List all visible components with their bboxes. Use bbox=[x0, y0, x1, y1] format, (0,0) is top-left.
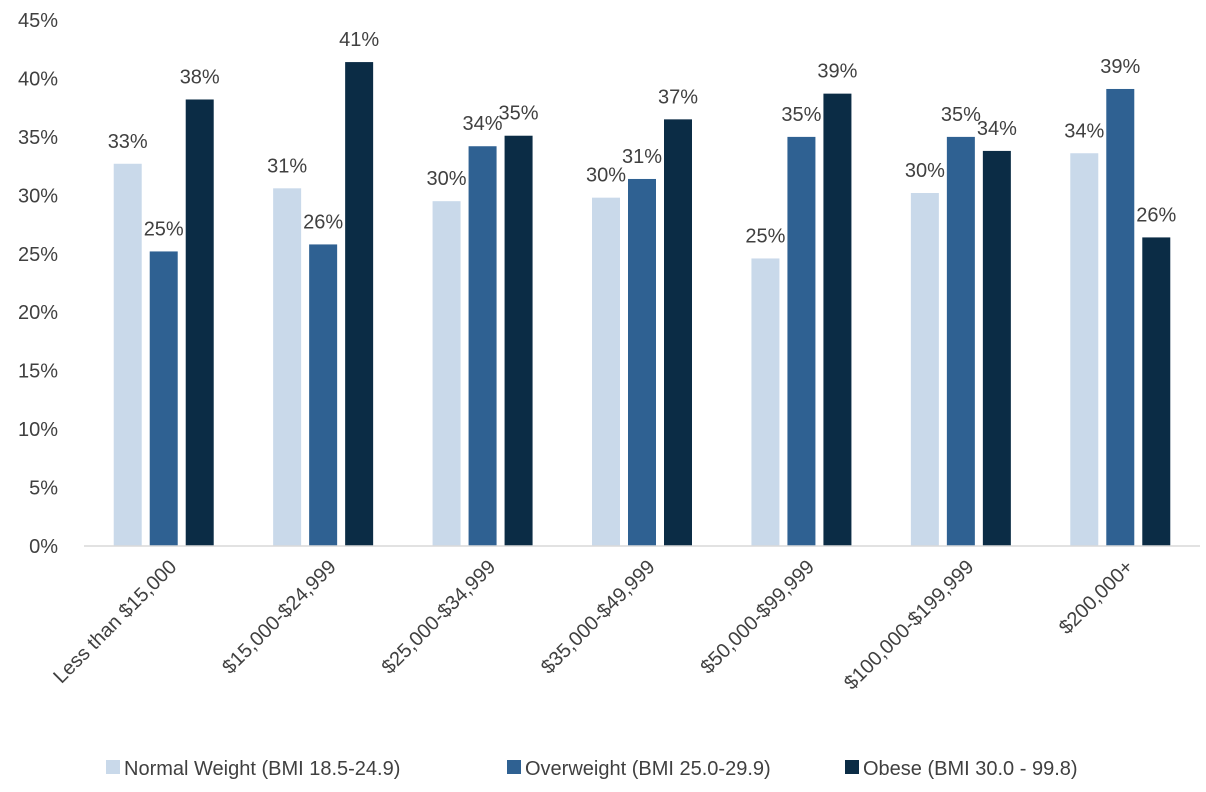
bar-series-1 bbox=[1070, 153, 1099, 546]
bar-series-3 bbox=[345, 62, 374, 546]
data-label: 34% bbox=[1064, 120, 1104, 142]
bar-series-1 bbox=[910, 192, 939, 547]
bar-series-2 bbox=[468, 146, 497, 547]
bar-series-2 bbox=[787, 136, 816, 546]
bar-series-2 bbox=[309, 244, 338, 546]
data-label: 34% bbox=[977, 118, 1017, 140]
data-label: 33% bbox=[108, 131, 148, 153]
data-label: 35% bbox=[941, 104, 981, 126]
bar-series-3 bbox=[1142, 237, 1171, 546]
bar-series-3 bbox=[823, 93, 852, 546]
y-tick-label: 15% bbox=[18, 361, 58, 383]
bar-series-3 bbox=[504, 135, 533, 546]
data-label: 35% bbox=[499, 103, 539, 125]
legend-label: Normal Weight (BMI 18.5-24.9) bbox=[124, 758, 400, 780]
data-label: 25% bbox=[745, 225, 785, 247]
y-tick-label: 20% bbox=[18, 302, 58, 324]
bar-series-3 bbox=[185, 99, 214, 547]
bar-series-2 bbox=[149, 251, 178, 546]
data-label: 35% bbox=[781, 104, 821, 126]
y-tick-label: 25% bbox=[18, 244, 58, 266]
bars bbox=[113, 62, 1171, 547]
bar-series-3 bbox=[664, 119, 692, 546]
y-tick-label: 0% bbox=[29, 536, 58, 558]
data-label: 26% bbox=[1136, 204, 1176, 226]
legend-label: Overweight (BMI 25.0-29.9) bbox=[525, 758, 771, 780]
data-label: 39% bbox=[817, 61, 857, 83]
legend-label: Obese (BMI 30.0 - 99.8) bbox=[863, 758, 1078, 780]
data-label: 26% bbox=[303, 211, 343, 233]
data-label: 41% bbox=[339, 29, 379, 51]
legend-swatch bbox=[845, 760, 859, 774]
data-label: 34% bbox=[463, 113, 503, 135]
bar-series-1 bbox=[592, 197, 620, 546]
data-label: 31% bbox=[267, 155, 307, 177]
y-tick-label: 35% bbox=[18, 127, 58, 149]
bar-series-1 bbox=[432, 201, 461, 546]
y-tick-label: 45% bbox=[18, 10, 58, 32]
data-label: 39% bbox=[1100, 56, 1140, 78]
x-tick-label: $25,000-$34,999 bbox=[378, 556, 501, 679]
legend-swatch bbox=[106, 760, 120, 774]
y-axis: 0% 5% 10% 15% 20% 25% 30% 35% 40% 45% bbox=[18, 10, 58, 558]
bar-series-1 bbox=[273, 188, 302, 546]
y-tick-label: 5% bbox=[29, 478, 58, 500]
data-label: 25% bbox=[144, 218, 184, 240]
x-tick-label: $50,000-$99,999 bbox=[696, 556, 819, 679]
bar-series-1 bbox=[751, 258, 780, 546]
x-tick-label: $100,000-$199,999 bbox=[840, 556, 978, 694]
bar-series-2 bbox=[946, 136, 975, 546]
x-tick-label: $35,000-$49,999 bbox=[537, 556, 660, 679]
legend: Normal Weight (BMI 18.5-24.9) Overweight … bbox=[106, 758, 1078, 780]
x-tick-label: Less than $15,000 bbox=[49, 556, 181, 688]
bar-series-1 bbox=[113, 163, 142, 547]
y-tick-label: 30% bbox=[18, 185, 58, 207]
bar-series-3 bbox=[982, 150, 1011, 546]
x-axis: Less than $15,000 $15,000-$24,999 $25,000-… bbox=[49, 556, 1138, 694]
data-label: 37% bbox=[658, 86, 698, 108]
x-tick-label: $15,000-$24,999 bbox=[218, 556, 341, 679]
data-label: 38% bbox=[180, 66, 220, 88]
data-label: 30% bbox=[905, 160, 945, 182]
bar-series-2 bbox=[628, 178, 656, 547]
data-label: 30% bbox=[586, 165, 626, 187]
y-tick-label: 10% bbox=[18, 419, 58, 441]
data-labels: 33%25%38%31%26%41%30%34%35%30%31%37%25%3… bbox=[108, 29, 1177, 247]
bar-series-2 bbox=[1106, 88, 1135, 546]
data-label: 31% bbox=[622, 146, 662, 168]
data-label: 30% bbox=[427, 168, 467, 190]
x-tick-label: $200,000+ bbox=[1055, 556, 1138, 639]
y-tick-label: 40% bbox=[18, 68, 58, 90]
legend-swatch bbox=[507, 760, 521, 774]
